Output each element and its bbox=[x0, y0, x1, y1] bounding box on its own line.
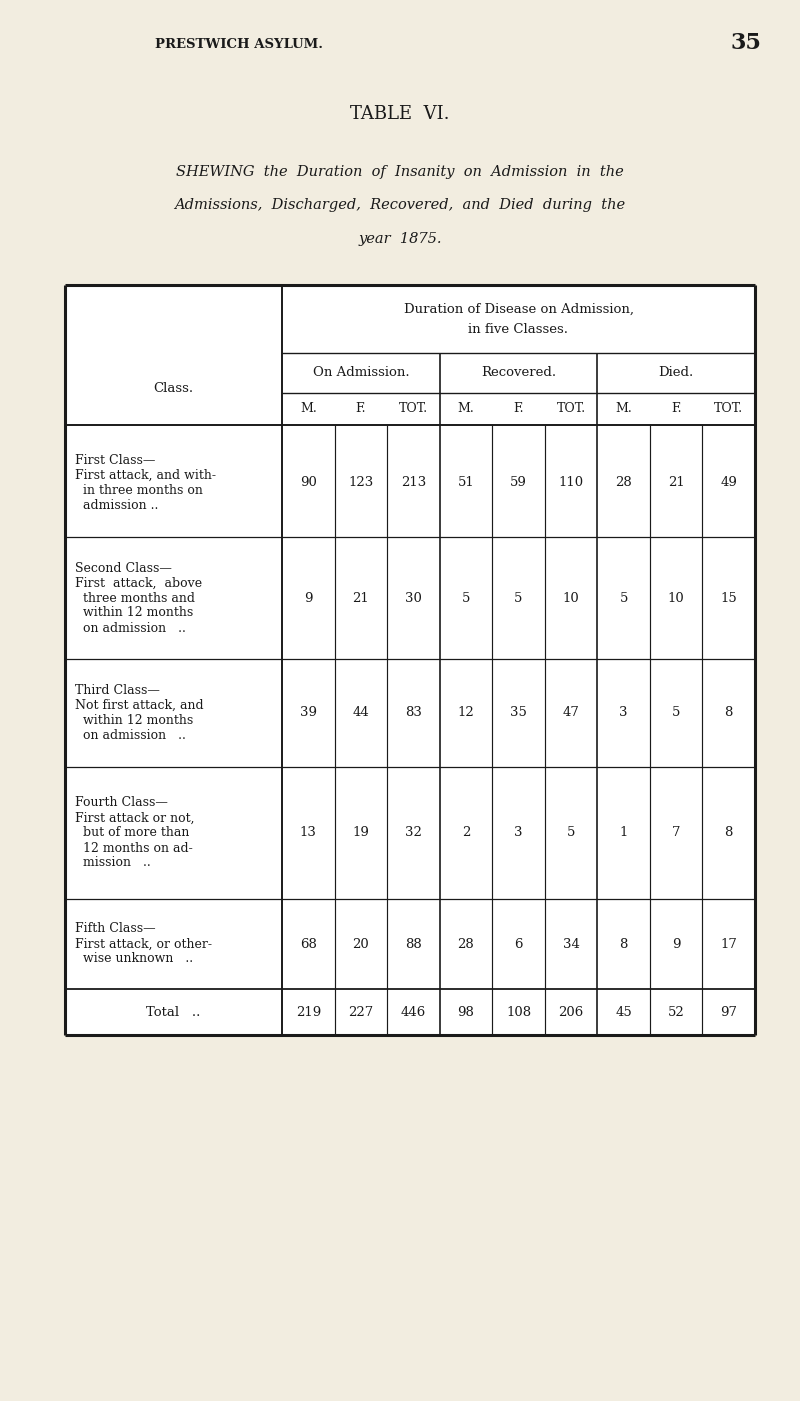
Text: First attack, and with-: First attack, and with- bbox=[75, 469, 216, 482]
Text: 28: 28 bbox=[615, 476, 632, 489]
Text: 3: 3 bbox=[514, 827, 522, 839]
Text: in three months on: in three months on bbox=[75, 483, 203, 497]
Text: 83: 83 bbox=[405, 706, 422, 720]
Text: within 12 months: within 12 months bbox=[75, 607, 194, 619]
Text: 8: 8 bbox=[619, 937, 628, 950]
Text: Second Class—: Second Class— bbox=[75, 562, 172, 574]
Text: PRESTWICH ASYLUM.: PRESTWICH ASYLUM. bbox=[155, 38, 323, 50]
Text: 90: 90 bbox=[300, 476, 317, 489]
Text: three months and: three months and bbox=[75, 591, 195, 604]
Text: 5: 5 bbox=[567, 827, 575, 839]
Text: 5: 5 bbox=[514, 591, 522, 604]
Text: 88: 88 bbox=[405, 937, 422, 950]
Text: 5: 5 bbox=[672, 706, 680, 720]
Text: 34: 34 bbox=[562, 937, 579, 950]
Text: 123: 123 bbox=[348, 476, 374, 489]
Text: 30: 30 bbox=[405, 591, 422, 604]
Text: 446: 446 bbox=[401, 1006, 426, 1019]
Text: 9: 9 bbox=[672, 937, 681, 950]
Text: year  1875.: year 1875. bbox=[358, 233, 442, 247]
Text: 2: 2 bbox=[462, 827, 470, 839]
Text: 20: 20 bbox=[353, 937, 370, 950]
Text: M.: M. bbox=[300, 402, 317, 416]
Text: F.: F. bbox=[514, 402, 524, 416]
Text: TOT.: TOT. bbox=[557, 402, 586, 416]
Text: F.: F. bbox=[355, 402, 366, 416]
Text: in five Classes.: in five Classes. bbox=[469, 324, 569, 336]
Text: within 12 months: within 12 months bbox=[75, 715, 194, 727]
Text: 13: 13 bbox=[300, 827, 317, 839]
Text: admission ..: admission .. bbox=[75, 499, 158, 511]
Text: 206: 206 bbox=[558, 1006, 584, 1019]
Text: 219: 219 bbox=[296, 1006, 321, 1019]
Text: Admissions,  Discharged,  Recovered,  and  Died  during  the: Admissions, Discharged, Recovered, and D… bbox=[174, 198, 626, 212]
Text: 59: 59 bbox=[510, 476, 527, 489]
Text: TOT.: TOT. bbox=[714, 402, 743, 416]
Text: Third Class—: Third Class— bbox=[75, 684, 160, 698]
Text: 6: 6 bbox=[514, 937, 522, 950]
Text: 108: 108 bbox=[506, 1006, 531, 1019]
Text: Duration of Disease on Admission,: Duration of Disease on Admission, bbox=[403, 303, 634, 317]
Text: 44: 44 bbox=[353, 706, 370, 720]
Text: 5: 5 bbox=[462, 591, 470, 604]
Text: Not first attack, and: Not first attack, and bbox=[75, 699, 204, 712]
Text: F.: F. bbox=[671, 402, 682, 416]
Text: 15: 15 bbox=[720, 591, 737, 604]
Text: 5: 5 bbox=[619, 591, 628, 604]
Text: 35: 35 bbox=[730, 32, 761, 55]
Text: First Class—: First Class— bbox=[75, 454, 155, 467]
Text: Died.: Died. bbox=[658, 367, 694, 380]
Text: 3: 3 bbox=[619, 706, 628, 720]
Text: 98: 98 bbox=[458, 1006, 474, 1019]
Text: 8: 8 bbox=[725, 706, 733, 720]
Text: mission   ..: mission .. bbox=[75, 856, 150, 870]
Text: but of more than: but of more than bbox=[75, 827, 190, 839]
Text: Recovered.: Recovered. bbox=[481, 367, 556, 380]
Text: 8: 8 bbox=[725, 827, 733, 839]
Text: on admission   ..: on admission .. bbox=[75, 622, 186, 635]
Text: 52: 52 bbox=[668, 1006, 685, 1019]
Text: 7: 7 bbox=[672, 827, 681, 839]
Text: TABLE  VI.: TABLE VI. bbox=[350, 105, 450, 123]
Text: 10: 10 bbox=[668, 591, 685, 604]
Text: on admission   ..: on admission .. bbox=[75, 729, 186, 743]
Text: 97: 97 bbox=[720, 1006, 738, 1019]
Text: 110: 110 bbox=[558, 476, 584, 489]
Text: First  attack,  above: First attack, above bbox=[75, 576, 202, 590]
Text: 49: 49 bbox=[720, 476, 737, 489]
Text: 9: 9 bbox=[304, 591, 313, 604]
Text: 32: 32 bbox=[405, 827, 422, 839]
Text: 227: 227 bbox=[348, 1006, 374, 1019]
Text: First attack, or other-: First attack, or other- bbox=[75, 937, 212, 950]
Text: 12: 12 bbox=[458, 706, 474, 720]
Text: 45: 45 bbox=[615, 1006, 632, 1019]
Text: SHEWING  the  Duration  of  Insanity  on  Admission  in  the: SHEWING the Duration of Insanity on Admi… bbox=[176, 165, 624, 179]
Text: 28: 28 bbox=[458, 937, 474, 950]
Text: 21: 21 bbox=[668, 476, 685, 489]
Text: 39: 39 bbox=[300, 706, 317, 720]
Text: wise unknown   ..: wise unknown .. bbox=[75, 953, 193, 965]
Text: 213: 213 bbox=[401, 476, 426, 489]
Text: 10: 10 bbox=[562, 591, 579, 604]
Text: Fourth Class—: Fourth Class— bbox=[75, 797, 168, 810]
Text: Fifth Class—: Fifth Class— bbox=[75, 922, 156, 936]
Text: 47: 47 bbox=[562, 706, 579, 720]
Text: Class.: Class. bbox=[154, 382, 194, 395]
Text: 1: 1 bbox=[619, 827, 628, 839]
Text: Total   ..: Total .. bbox=[146, 1006, 201, 1019]
Text: 17: 17 bbox=[720, 937, 737, 950]
Text: First attack or not,: First attack or not, bbox=[75, 811, 194, 825]
Text: On Admission.: On Admission. bbox=[313, 367, 409, 380]
Text: 21: 21 bbox=[353, 591, 370, 604]
Text: M.: M. bbox=[615, 402, 632, 416]
Text: 35: 35 bbox=[510, 706, 527, 720]
Text: TOT.: TOT. bbox=[399, 402, 428, 416]
Text: 51: 51 bbox=[458, 476, 474, 489]
Text: M.: M. bbox=[458, 402, 474, 416]
Text: 12 months on ad-: 12 months on ad- bbox=[75, 842, 193, 855]
Bar bbox=[65, 284, 755, 1035]
Text: 68: 68 bbox=[300, 937, 317, 950]
Text: 19: 19 bbox=[352, 827, 370, 839]
